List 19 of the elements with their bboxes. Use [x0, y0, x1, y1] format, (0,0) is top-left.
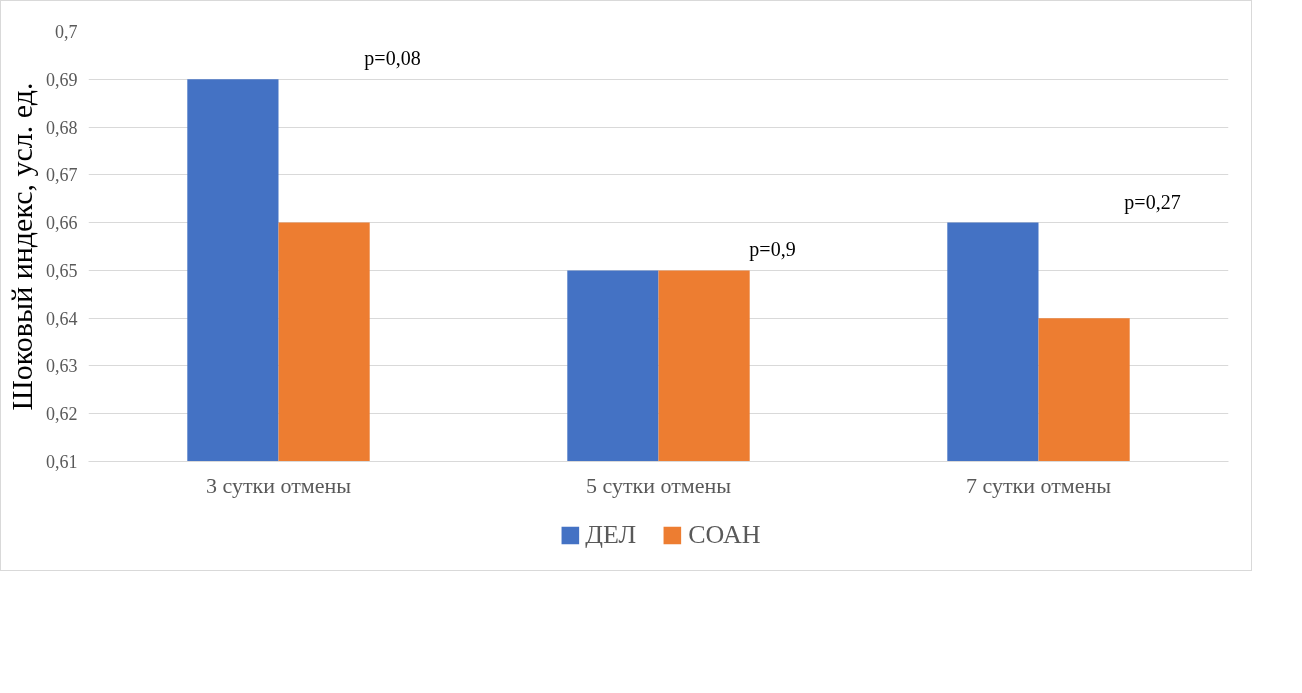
- x-tick-label: 7 сутки отмены: [965, 472, 1112, 498]
- legend-label: ДЕЛ: [585, 520, 637, 550]
- legend-label: СОАН: [688, 520, 761, 550]
- y-tick-label: 0,63: [46, 356, 78, 377]
- y-tick-label: 0,68: [46, 117, 78, 138]
- x-tick-label: 3 сутки отмены: [205, 472, 352, 498]
- y-tick-label: 0,66: [46, 213, 78, 234]
- x-tick-label: 5 сутки отмены: [585, 472, 732, 498]
- y-tick-label: 0,69: [46, 69, 78, 90]
- annotation: p=0,27: [1124, 190, 1181, 214]
- y-tick-label: 0,64: [46, 308, 78, 329]
- annotation: p=0,9: [749, 238, 796, 262]
- annotation: p=0,08: [364, 47, 421, 71]
- y-tick-label: 0,7: [55, 22, 78, 42]
- y-axis-title: Шоковый индекс, усл. ед.: [5, 82, 38, 411]
- y-tick-label: 0,62: [46, 404, 78, 425]
- y-tick-label: 0,61: [46, 452, 78, 472]
- y-tick-label: 0,65: [46, 260, 78, 281]
- y-tick-label: 0,67: [46, 165, 78, 186]
